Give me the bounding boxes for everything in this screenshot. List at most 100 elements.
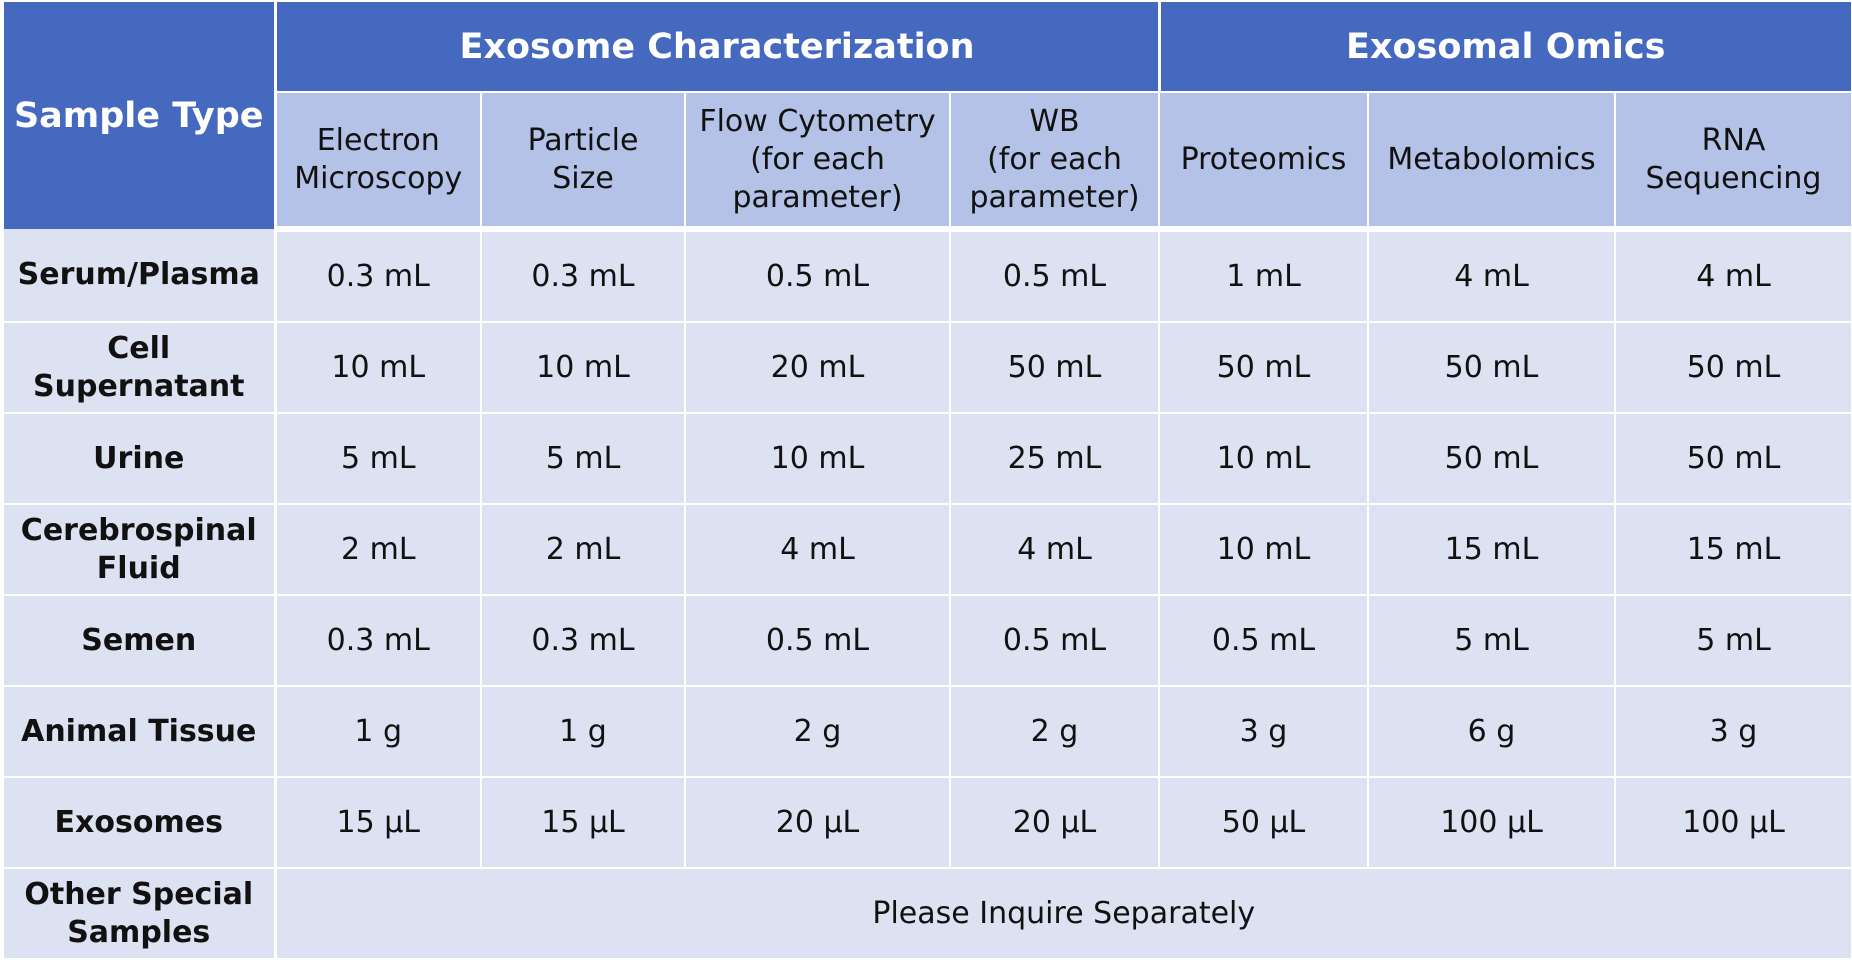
table-cell: 4 mL <box>950 504 1160 596</box>
table-cell: 5 mL <box>481 413 686 505</box>
table-row: Serum/Plasma 0.3 mL 0.3 mL 0.5 mL 0.5 mL… <box>4 229 1852 323</box>
sample-type-header: Sample Type <box>4 2 277 229</box>
column-header-line: parameter) <box>969 179 1140 215</box>
row-label-line: Fluid <box>96 550 181 586</box>
table-cell: 50 mL <box>1159 322 1369 414</box>
table-cell: 1 mL <box>1159 229 1369 323</box>
row-label-exosomes: Exosomes <box>4 777 277 869</box>
table-cell: 4 mL <box>1615 229 1852 323</box>
table-cell: 2 mL <box>275 504 482 596</box>
column-header-line: RNA <box>1701 122 1766 158</box>
column-header-particle-size: Particle Size <box>481 92 686 232</box>
column-header-wb: WB (for each parameter) <box>950 92 1160 232</box>
table-cell: 10 mL <box>1159 504 1369 596</box>
table-cell: 0.5 mL <box>950 229 1160 323</box>
row-label-serum-plasma: Serum/Plasma <box>4 229 277 323</box>
table-cell: 50 μL <box>1159 777 1369 869</box>
table-cell: 10 mL <box>481 322 686 414</box>
table-cell: 6 g <box>1368 686 1616 778</box>
table-cell: 0.3 mL <box>275 595 482 687</box>
row-label-semen: Semen <box>4 595 277 687</box>
column-header-rna-sequencing: RNA Sequencing <box>1615 92 1852 232</box>
row-label-line: Exosomes <box>54 804 223 840</box>
row-label-cell-supernatant: Cell Supernatant <box>4 322 277 414</box>
sample-type-header-label: Sample Type <box>13 95 264 136</box>
table-row: Animal Tissue 1 g 1 g 2 g 2 g 3 g 6 g 3 … <box>4 686 1852 778</box>
column-header-electron-microscopy: Electron Microscopy <box>275 92 482 232</box>
row-label-line: Semen <box>81 622 197 658</box>
column-header-line: Proteomics <box>1180 141 1347 177</box>
column-header-line: Microscopy <box>294 160 463 196</box>
table-cell: 5 mL <box>1615 595 1852 687</box>
table-cell: 3 g <box>1159 686 1369 778</box>
table-row: Cerebrospinal Fluid 2 mL 2 mL 4 mL 4 mL … <box>4 504 1852 596</box>
table-cell: 5 mL <box>275 413 482 505</box>
table-cell: 25 mL <box>950 413 1160 505</box>
table-row: Urine 5 mL 5 mL 10 mL 25 mL 10 mL 50 mL … <box>4 413 1852 505</box>
table-cell: 10 mL <box>685 413 951 505</box>
group-header-omics: Exosomal Omics <box>1159 2 1852 93</box>
table-cell: 0.5 mL <box>950 595 1160 687</box>
table-cell: 1 g <box>275 686 482 778</box>
table-cell: 20 μL <box>950 777 1160 869</box>
row-label-other-special-samples: Other Special Samples <box>4 868 277 958</box>
column-header-line: WB <box>1029 103 1080 139</box>
column-header-metabolomics: Metabolomics <box>1368 92 1616 232</box>
special-note-cell: Please Inquire Separately <box>275 868 1852 958</box>
column-header-line: Size <box>552 160 614 196</box>
table-cell: 0.3 mL <box>481 595 686 687</box>
column-header-line: (for each <box>750 141 885 177</box>
header-column-row: Electron Microscopy Particle Size Flow C… <box>4 92 1852 232</box>
table-cell: 15 mL <box>1615 504 1852 596</box>
row-label-line: Serum/Plasma <box>17 257 260 292</box>
row-label-urine: Urine <box>4 413 277 505</box>
row-label-line: Samples <box>67 914 211 950</box>
table-cell: 2 g <box>950 686 1160 778</box>
table-cell: 3 g <box>1615 686 1852 778</box>
row-label-line: Supernatant <box>33 368 245 404</box>
table-cell: 0.5 mL <box>685 229 951 323</box>
row-label-line: Cell <box>107 330 171 366</box>
table-row-special: Other Special Samples Please Inquire Sep… <box>4 868 1852 958</box>
row-label-cerebrospinal-fluid: Cerebrospinal Fluid <box>4 504 277 596</box>
table-cell: 20 mL <box>685 322 951 414</box>
table-cell: 0.3 mL <box>481 229 686 323</box>
column-header-line: (for each <box>987 141 1122 177</box>
table-cell: 4 mL <box>685 504 951 596</box>
column-header-line: Particle <box>527 122 639 158</box>
sample-requirements-table: Sample Type Exosome Characterization Exo… <box>4 2 1852 958</box>
group-header-characterization: Exosome Characterization <box>275 2 1161 93</box>
table-cell: 0.3 mL <box>275 229 482 323</box>
table-cell: 4 mL <box>1368 229 1616 323</box>
row-label-animal-tissue: Animal Tissue <box>4 686 277 778</box>
table-row: Cell Supernatant 10 mL 10 mL 20 mL 50 mL… <box>4 322 1852 414</box>
table-cell: 50 mL <box>950 322 1160 414</box>
table-cell: 100 μL <box>1615 777 1852 869</box>
column-header-line: Sequencing <box>1645 160 1822 196</box>
column-header-flow-cytometry: Flow Cytometry (for each parameter) <box>685 92 951 232</box>
table-cell: 2 mL <box>481 504 686 596</box>
table-cell: 10 mL <box>275 322 482 414</box>
group-header-characterization-label: Exosome Characterization <box>459 26 975 67</box>
table-cell: 50 mL <box>1368 413 1616 505</box>
table-cell: 50 mL <box>1615 322 1852 414</box>
table-cell: 20 μL <box>685 777 951 869</box>
table-cell: 10 mL <box>1159 413 1369 505</box>
table-cell: 1 g <box>481 686 686 778</box>
header-group-row: Sample Type Exosome Characterization Exo… <box>4 2 1852 229</box>
column-header-proteomics: Proteomics <box>1159 92 1369 232</box>
column-header-line: Flow Cytometry <box>699 103 936 139</box>
row-label-line: Urine <box>93 440 185 476</box>
column-header-line: Metabolomics <box>1387 141 1596 177</box>
table-cell: 15 μL <box>481 777 686 869</box>
table-cell: 0.5 mL <box>685 595 951 687</box>
table-cell: 15 mL <box>1368 504 1616 596</box>
table-body: Serum/Plasma 0.3 mL 0.3 mL 0.5 mL 0.5 mL… <box>4 229 1852 958</box>
group-header-omics-label: Exosomal Omics <box>1346 26 1666 67</box>
table-cell: 50 mL <box>1368 322 1616 414</box>
column-header-line: Electron <box>316 122 440 158</box>
table-cell: 100 μL <box>1368 777 1616 869</box>
row-label-line: Other Special <box>24 876 254 912</box>
sample-requirements-table-container: Sample Type Exosome Characterization Exo… <box>4 2 1852 958</box>
table-cell: 50 mL <box>1615 413 1852 505</box>
